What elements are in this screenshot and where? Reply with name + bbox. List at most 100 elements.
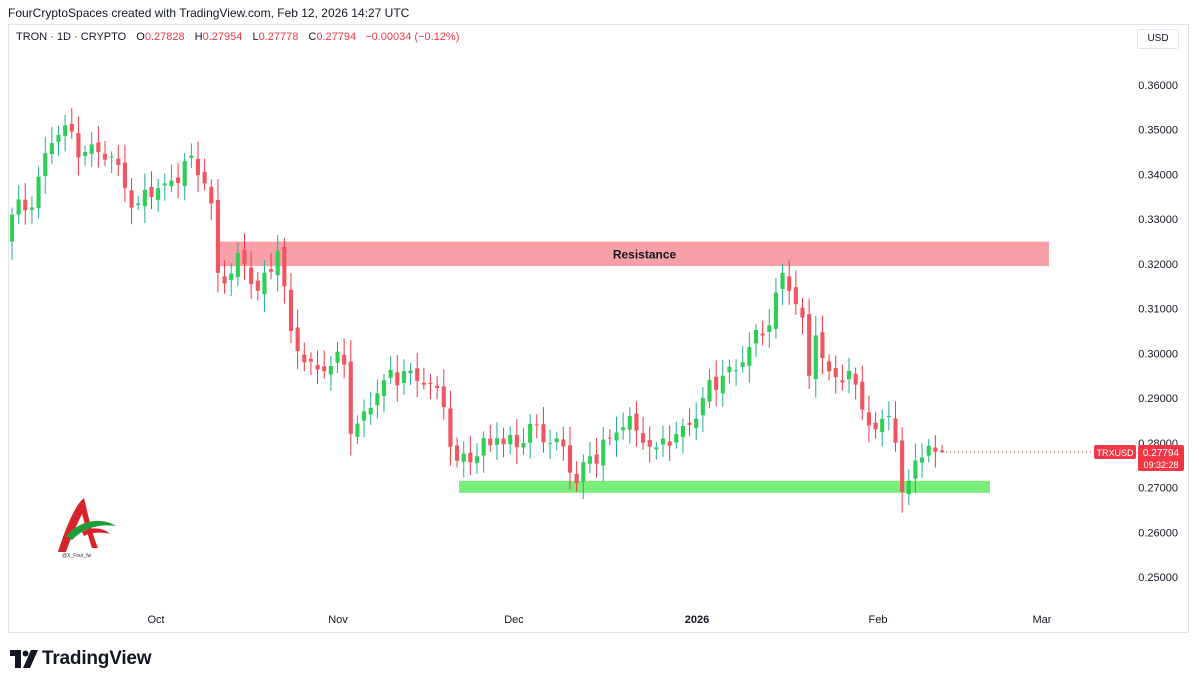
y-tick-label: 0.26000 (1138, 527, 1178, 539)
tradingview-logo[interactable]: TradingView (10, 648, 152, 670)
candle (328, 355, 333, 391)
candle (521, 427, 526, 455)
currency-button[interactable]: USD (1137, 29, 1179, 49)
candle (587, 441, 592, 473)
candle-body (255, 280, 260, 291)
candle-body (793, 287, 798, 305)
candle (23, 183, 28, 225)
candle-body (740, 362, 745, 367)
candle (840, 364, 845, 391)
candle (362, 399, 367, 438)
y-tick-label: 0.35000 (1138, 125, 1178, 137)
candle (886, 401, 891, 431)
candle-body (43, 153, 48, 176)
candle (508, 426, 513, 455)
candle (322, 350, 327, 379)
candle-body (760, 333, 765, 336)
candle-body (587, 456, 592, 464)
candle-body (209, 186, 214, 204)
candle (222, 260, 227, 294)
candle (707, 369, 712, 409)
candle (96, 125, 101, 168)
candle-body (707, 380, 712, 402)
candle (694, 402, 699, 441)
candle (83, 145, 88, 166)
candle-body (102, 153, 108, 160)
symbol-info[interactable]: TRON · 1D · CRYPTO (16, 31, 127, 43)
low-label: L (252, 31, 259, 43)
candle-body (96, 142, 101, 152)
candle-body (734, 370, 739, 372)
x-tick-label: Nov (328, 614, 348, 626)
candle-body (674, 433, 679, 443)
candle (926, 439, 931, 463)
candle-body (415, 368, 420, 381)
candle (634, 401, 639, 447)
candle-body (893, 418, 898, 443)
candle (269, 253, 274, 280)
candle-body (753, 329, 759, 344)
candle-body (514, 434, 519, 448)
candle (813, 315, 818, 398)
candle-body (448, 408, 453, 447)
candle (747, 332, 752, 383)
candle (43, 136, 48, 194)
candle (348, 340, 353, 456)
candle-body (900, 440, 905, 493)
candle-body (342, 354, 347, 365)
candle-body (939, 450, 945, 453)
candle (209, 179, 214, 220)
candle-body (780, 272, 785, 289)
candle-body (720, 375, 725, 394)
ticker-tag-label: TRXUSD (1096, 448, 1134, 458)
candle (401, 359, 406, 395)
candle (235, 242, 240, 287)
candle (581, 454, 586, 500)
y-tick-label: 0.33000 (1138, 214, 1178, 226)
candle-body (169, 180, 174, 187)
tradingview-icon (10, 650, 38, 668)
candle (727, 359, 732, 384)
candle (740, 346, 745, 373)
candle (288, 273, 294, 344)
candle (654, 442, 659, 460)
candle-body (76, 133, 81, 158)
x-tick-label: Feb (869, 614, 888, 626)
candle (720, 359, 725, 407)
candle (215, 179, 220, 293)
candle-body (249, 267, 254, 285)
candle (734, 359, 739, 386)
price-tag-bg (1138, 445, 1184, 472)
candle-body (23, 199, 28, 211)
candle (122, 144, 127, 202)
price-tag-value: 0.27794 (1143, 448, 1180, 459)
candle-body (860, 381, 865, 410)
candle-body (574, 474, 579, 484)
price-tag-countdown: 09:32:28 (1143, 460, 1178, 470)
candle-body (926, 445, 931, 456)
candle (753, 324, 759, 357)
y-tick-label: 0.27000 (1138, 483, 1178, 495)
x-tick-label: 2026 (685, 614, 709, 626)
candle (621, 412, 626, 440)
candle-body (528, 423, 533, 443)
open-label: O (136, 31, 145, 43)
candle (229, 262, 234, 297)
candle-body (381, 380, 387, 397)
candle-body (156, 188, 161, 200)
candle (63, 114, 68, 152)
candle (428, 374, 433, 400)
candle-body (614, 432, 619, 441)
candle (787, 260, 792, 305)
candle (906, 469, 911, 506)
candle (680, 418, 685, 454)
candle-body (920, 457, 925, 463)
candle-body (667, 441, 672, 446)
candle (880, 409, 885, 447)
candle (561, 426, 566, 461)
candle-body (534, 424, 539, 426)
candle (939, 444, 945, 453)
chart-credit: FourCryptoSpaces created with TradingVie… (8, 6, 410, 20)
candle (249, 251, 254, 299)
